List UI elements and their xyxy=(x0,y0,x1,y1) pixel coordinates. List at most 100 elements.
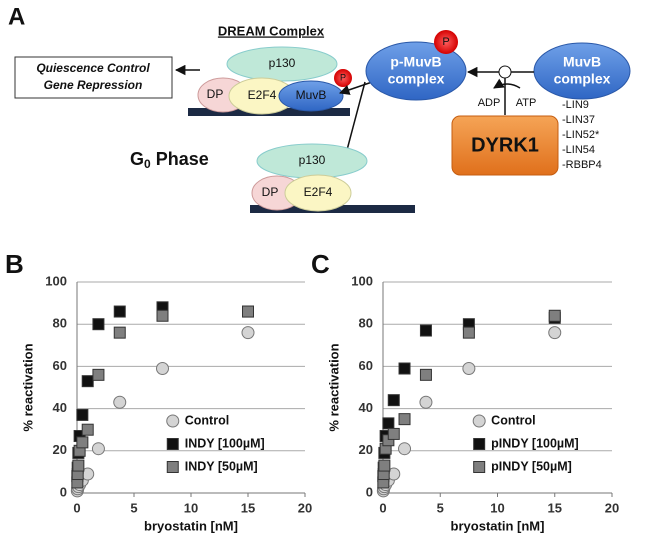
point xyxy=(387,427,400,440)
y-tick-label: 100 xyxy=(351,273,373,288)
legend-marker xyxy=(166,414,180,428)
phase-rest: Phase xyxy=(156,149,209,169)
node-label: DP xyxy=(207,87,224,101)
node-label: complex xyxy=(554,71,611,87)
legend-label: Control xyxy=(185,413,229,427)
x-tick-label: 10 xyxy=(490,500,504,515)
x-tick-label: 15 xyxy=(241,500,255,515)
node-label: p130 xyxy=(269,56,296,70)
legend-label: pINDY [50µM] xyxy=(491,459,572,473)
chart: C 0 20 40 60 80 100 0 5 10 15 20 bryostatin [nM] % re… xyxy=(311,249,619,534)
phospho xyxy=(434,30,458,54)
junction xyxy=(498,65,512,79)
point xyxy=(156,362,169,376)
muvb-complex-node xyxy=(533,42,631,100)
phospho-label: P xyxy=(340,72,346,82)
point xyxy=(81,375,94,388)
component: -LIN9 xyxy=(562,99,589,111)
y-tick-label: 0 xyxy=(366,484,373,499)
phase-label: G0 Phase xyxy=(130,149,209,171)
node-label: DP xyxy=(262,185,279,199)
phospho xyxy=(334,69,352,87)
output-box xyxy=(14,56,173,99)
x-axis-label: bryostatin [nM] xyxy=(144,518,238,533)
node-label: complex xyxy=(388,71,445,87)
point xyxy=(81,423,94,436)
legend-marker xyxy=(473,461,486,473)
p130-node xyxy=(226,46,338,82)
point xyxy=(398,362,411,375)
y-axis-label: % reactivation xyxy=(326,343,341,431)
node-label: p-MuvB xyxy=(390,54,441,70)
point xyxy=(387,394,400,407)
adp-label: ADP xyxy=(478,97,501,109)
y-tick-label: 80 xyxy=(359,316,373,331)
x-tick-label: 0 xyxy=(379,500,386,515)
point xyxy=(113,326,126,339)
kinase-label: DYRK1 xyxy=(471,134,539,156)
legend-label: pINDY [100µM] xyxy=(491,436,579,450)
panel-a: A DREAM Complex Quiescence Control Gene … xyxy=(8,3,631,213)
y-tick-label: 60 xyxy=(359,358,373,373)
point xyxy=(91,442,105,456)
e2f4-node xyxy=(284,174,352,212)
component: -LIN52* xyxy=(562,129,600,141)
legend-label: INDY [50µM] xyxy=(185,459,258,473)
legend-label: INDY [100µM] xyxy=(185,436,265,450)
panel-label: B xyxy=(5,249,24,279)
x-tick-label: 5 xyxy=(130,500,137,515)
point xyxy=(398,413,411,426)
node-label: p130 xyxy=(299,153,326,167)
legend-marker xyxy=(473,438,486,450)
legend-marker xyxy=(166,438,179,450)
y-tick-label: 100 xyxy=(45,273,67,288)
point xyxy=(113,305,126,318)
atp-label: ATP xyxy=(516,97,537,109)
panel-label: A xyxy=(8,3,25,30)
y-tick-label: 20 xyxy=(53,442,67,457)
x-tick-label: 5 xyxy=(437,500,444,515)
point xyxy=(548,326,562,340)
point xyxy=(419,395,433,409)
point xyxy=(156,309,169,322)
y-tick-label: 40 xyxy=(53,400,67,415)
y-tick-label: 40 xyxy=(359,400,373,415)
chart: B 0 20 40 60 80 100 0 5 10 15 20 bryostatin [nM] % re… xyxy=(5,249,312,534)
point xyxy=(382,417,395,430)
x-tick-label: 20 xyxy=(605,500,619,515)
x-tick-label: 20 xyxy=(298,500,312,515)
point xyxy=(92,318,105,331)
legend-marker xyxy=(166,461,179,473)
point xyxy=(462,326,475,339)
point xyxy=(419,324,432,337)
muvb-node xyxy=(278,80,344,112)
output-text: Gene Repression xyxy=(44,78,143,92)
x-tick-label: 15 xyxy=(548,500,562,515)
point xyxy=(76,408,89,421)
x-tick-label: 0 xyxy=(73,500,80,515)
point xyxy=(378,459,391,472)
phase-sub: 0 xyxy=(144,157,151,171)
x-tick-label: 10 xyxy=(184,500,198,515)
legend-label: Control xyxy=(491,413,535,427)
phospho-label: P xyxy=(442,36,449,48)
component: -LIN37 xyxy=(562,114,595,126)
legend-marker xyxy=(472,414,486,428)
node-label: E2F4 xyxy=(304,185,333,199)
kinase-box xyxy=(451,115,559,176)
arrow xyxy=(493,78,521,89)
y-tick-label: 20 xyxy=(359,442,373,457)
x-axis-label: bryostatin [nM] xyxy=(451,518,545,533)
panel-label: C xyxy=(311,249,330,279)
point xyxy=(398,442,412,456)
point xyxy=(419,368,432,381)
point xyxy=(113,395,127,409)
point xyxy=(242,305,254,318)
complex-title: DREAM Complex xyxy=(218,23,325,38)
node-label: MuvB xyxy=(296,88,327,102)
y-axis-label: % reactivation xyxy=(20,343,35,431)
component: -RBBP4 xyxy=(562,159,602,171)
point xyxy=(76,436,89,449)
point xyxy=(241,326,255,340)
